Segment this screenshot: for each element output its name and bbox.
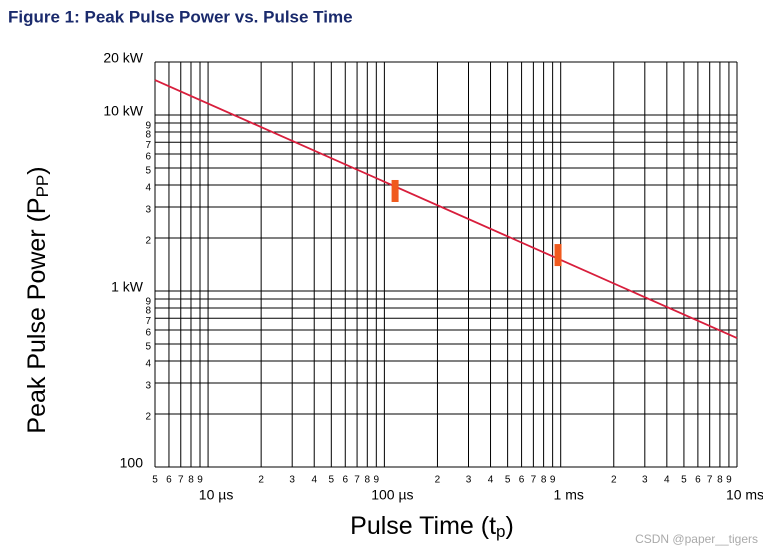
y-tick-label: 1 kW xyxy=(111,279,144,295)
x-tick-label: 4 xyxy=(488,475,494,486)
y-tick-label: 7 xyxy=(145,140,151,151)
x-tick-label: 7 xyxy=(178,475,184,486)
data-line xyxy=(154,79,738,339)
x-tick-label: 3 xyxy=(289,475,295,486)
data-marker xyxy=(391,179,399,202)
y-tick-label: 8 xyxy=(145,130,151,141)
y-axis-label-end: ) xyxy=(23,166,51,174)
x-tick-label: 10 µs xyxy=(199,487,234,503)
x-tick-label: 9 xyxy=(374,475,380,486)
x-tick-label: 9 xyxy=(550,475,556,486)
y-tick-label: 2 xyxy=(145,236,151,247)
x-tick-label: 1 ms xyxy=(554,487,584,503)
y-tick-label: 2 xyxy=(145,412,151,423)
x-tick-label: 5 xyxy=(505,475,511,486)
y-axis-label-sub: PP xyxy=(33,175,52,198)
x-tick-label: 9 xyxy=(197,475,203,486)
y-tick-label: 100 xyxy=(120,455,144,471)
y-tick-label: 20 kW xyxy=(103,50,143,66)
x-tick-label: 8 xyxy=(188,475,194,486)
y-axis-label-text: Peak Pulse Power (P xyxy=(23,197,51,433)
x-tick-label: 10 ms xyxy=(726,487,763,503)
y-axis-label: Peak Pulse Power (PPP) xyxy=(23,166,53,433)
y-tick-label: 4 xyxy=(145,359,151,370)
x-axis-label-sub: p xyxy=(496,522,505,541)
x-tick-label: 2 xyxy=(435,475,441,486)
y-tick-label: 6 xyxy=(145,152,151,163)
x-tick-label: 6 xyxy=(695,475,701,486)
y-tick-label: 6 xyxy=(145,328,151,339)
x-tick-label: 5 xyxy=(329,475,335,486)
x-axis-label-end: ) xyxy=(506,512,514,540)
x-tick-label: 6 xyxy=(166,475,172,486)
y-tick-label: 9 xyxy=(145,297,151,308)
data-marker xyxy=(554,244,562,267)
x-tick-label: 6 xyxy=(519,475,525,486)
y-tick-label: 3 xyxy=(145,381,151,392)
x-tick-label: 2 xyxy=(611,475,617,486)
x-tick-label: 5 xyxy=(681,475,687,486)
x-tick-label: 3 xyxy=(642,475,648,486)
x-axis-label-text: Pulse Time (t xyxy=(350,512,496,540)
y-tick-label: 5 xyxy=(145,342,151,353)
x-tick-label: 8 xyxy=(541,475,547,486)
x-tick-label: 4 xyxy=(311,475,317,486)
x-tick-label: 3 xyxy=(466,475,472,486)
x-axis-label: Pulse Time (tp) xyxy=(350,512,514,542)
y-tick-label: 4 xyxy=(145,183,151,194)
chart-title: Figure 1: Peak Pulse Power vs. Pulse Tim… xyxy=(8,7,353,26)
watermark: CSDN @paper__tigers xyxy=(635,532,758,546)
x-tick-label: 7 xyxy=(354,475,360,486)
y-tick-label: 10 kW xyxy=(103,103,143,119)
y-tick-label: 9 xyxy=(145,121,151,132)
x-tick-label: 9 xyxy=(726,475,732,486)
y-tick-label: 5 xyxy=(145,166,151,177)
x-tick-label: 7 xyxy=(707,475,713,486)
x-tick-label: 100 µs xyxy=(371,487,413,503)
x-tick-label: 8 xyxy=(717,475,723,486)
x-tick-label: 7 xyxy=(531,475,537,486)
x-tick-label: 8 xyxy=(365,475,371,486)
y-tick-label: 3 xyxy=(145,205,151,216)
x-tick-label: 6 xyxy=(342,475,348,486)
x-tick-label: 5 xyxy=(152,475,158,486)
y-tick-label: 8 xyxy=(145,306,151,317)
y-tick-label: 7 xyxy=(145,316,151,327)
x-tick-label: 2 xyxy=(258,475,264,486)
x-tick-label: 4 xyxy=(664,475,670,486)
